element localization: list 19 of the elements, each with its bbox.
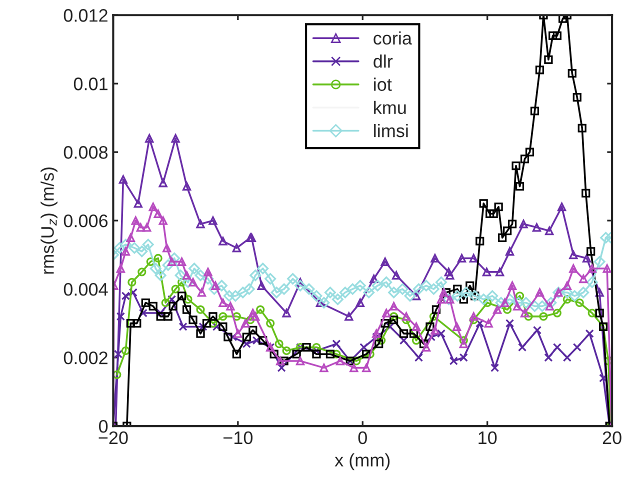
y-tick-label: 0.006 [64, 214, 108, 228]
y-tick-label: 0.008 [64, 146, 108, 159]
x-axis-title: x (mm) [334, 453, 390, 470]
y-tick-label: 0.004 [64, 282, 108, 296]
legend-label: iot [374, 78, 392, 91]
y-tick-label: 0.01 [74, 78, 108, 90]
legend-label: coria [374, 31, 412, 45]
x-tick-label: 10 [478, 431, 497, 444]
x-tick-label: −10 [223, 431, 253, 444]
x-tick-label: 20 [602, 431, 622, 444]
y-axis-title: rms(U$_{z}$) (m/s) [40, 167, 58, 274]
legend-label: limsi [374, 124, 408, 138]
x-tick-label: 0 [358, 431, 367, 444]
legend-label: kmu [374, 100, 406, 114]
y-tick-label: 0 [99, 420, 108, 433]
y-tick-label: 0.012 [64, 9, 108, 22]
y-tick-label: 0.002 [64, 351, 108, 364]
legend-label: dlr [374, 54, 393, 68]
x-tick-label: −20 [98, 431, 128, 444]
